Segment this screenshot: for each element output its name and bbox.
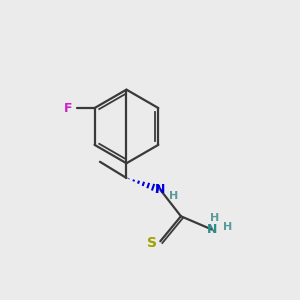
Text: H: H [169, 191, 178, 201]
Text: F: F [64, 101, 73, 115]
Text: S: S [147, 236, 157, 250]
Text: H: H [223, 222, 232, 232]
Text: N: N [207, 223, 217, 236]
Text: N: N [155, 183, 166, 196]
Text: H: H [210, 213, 219, 223]
